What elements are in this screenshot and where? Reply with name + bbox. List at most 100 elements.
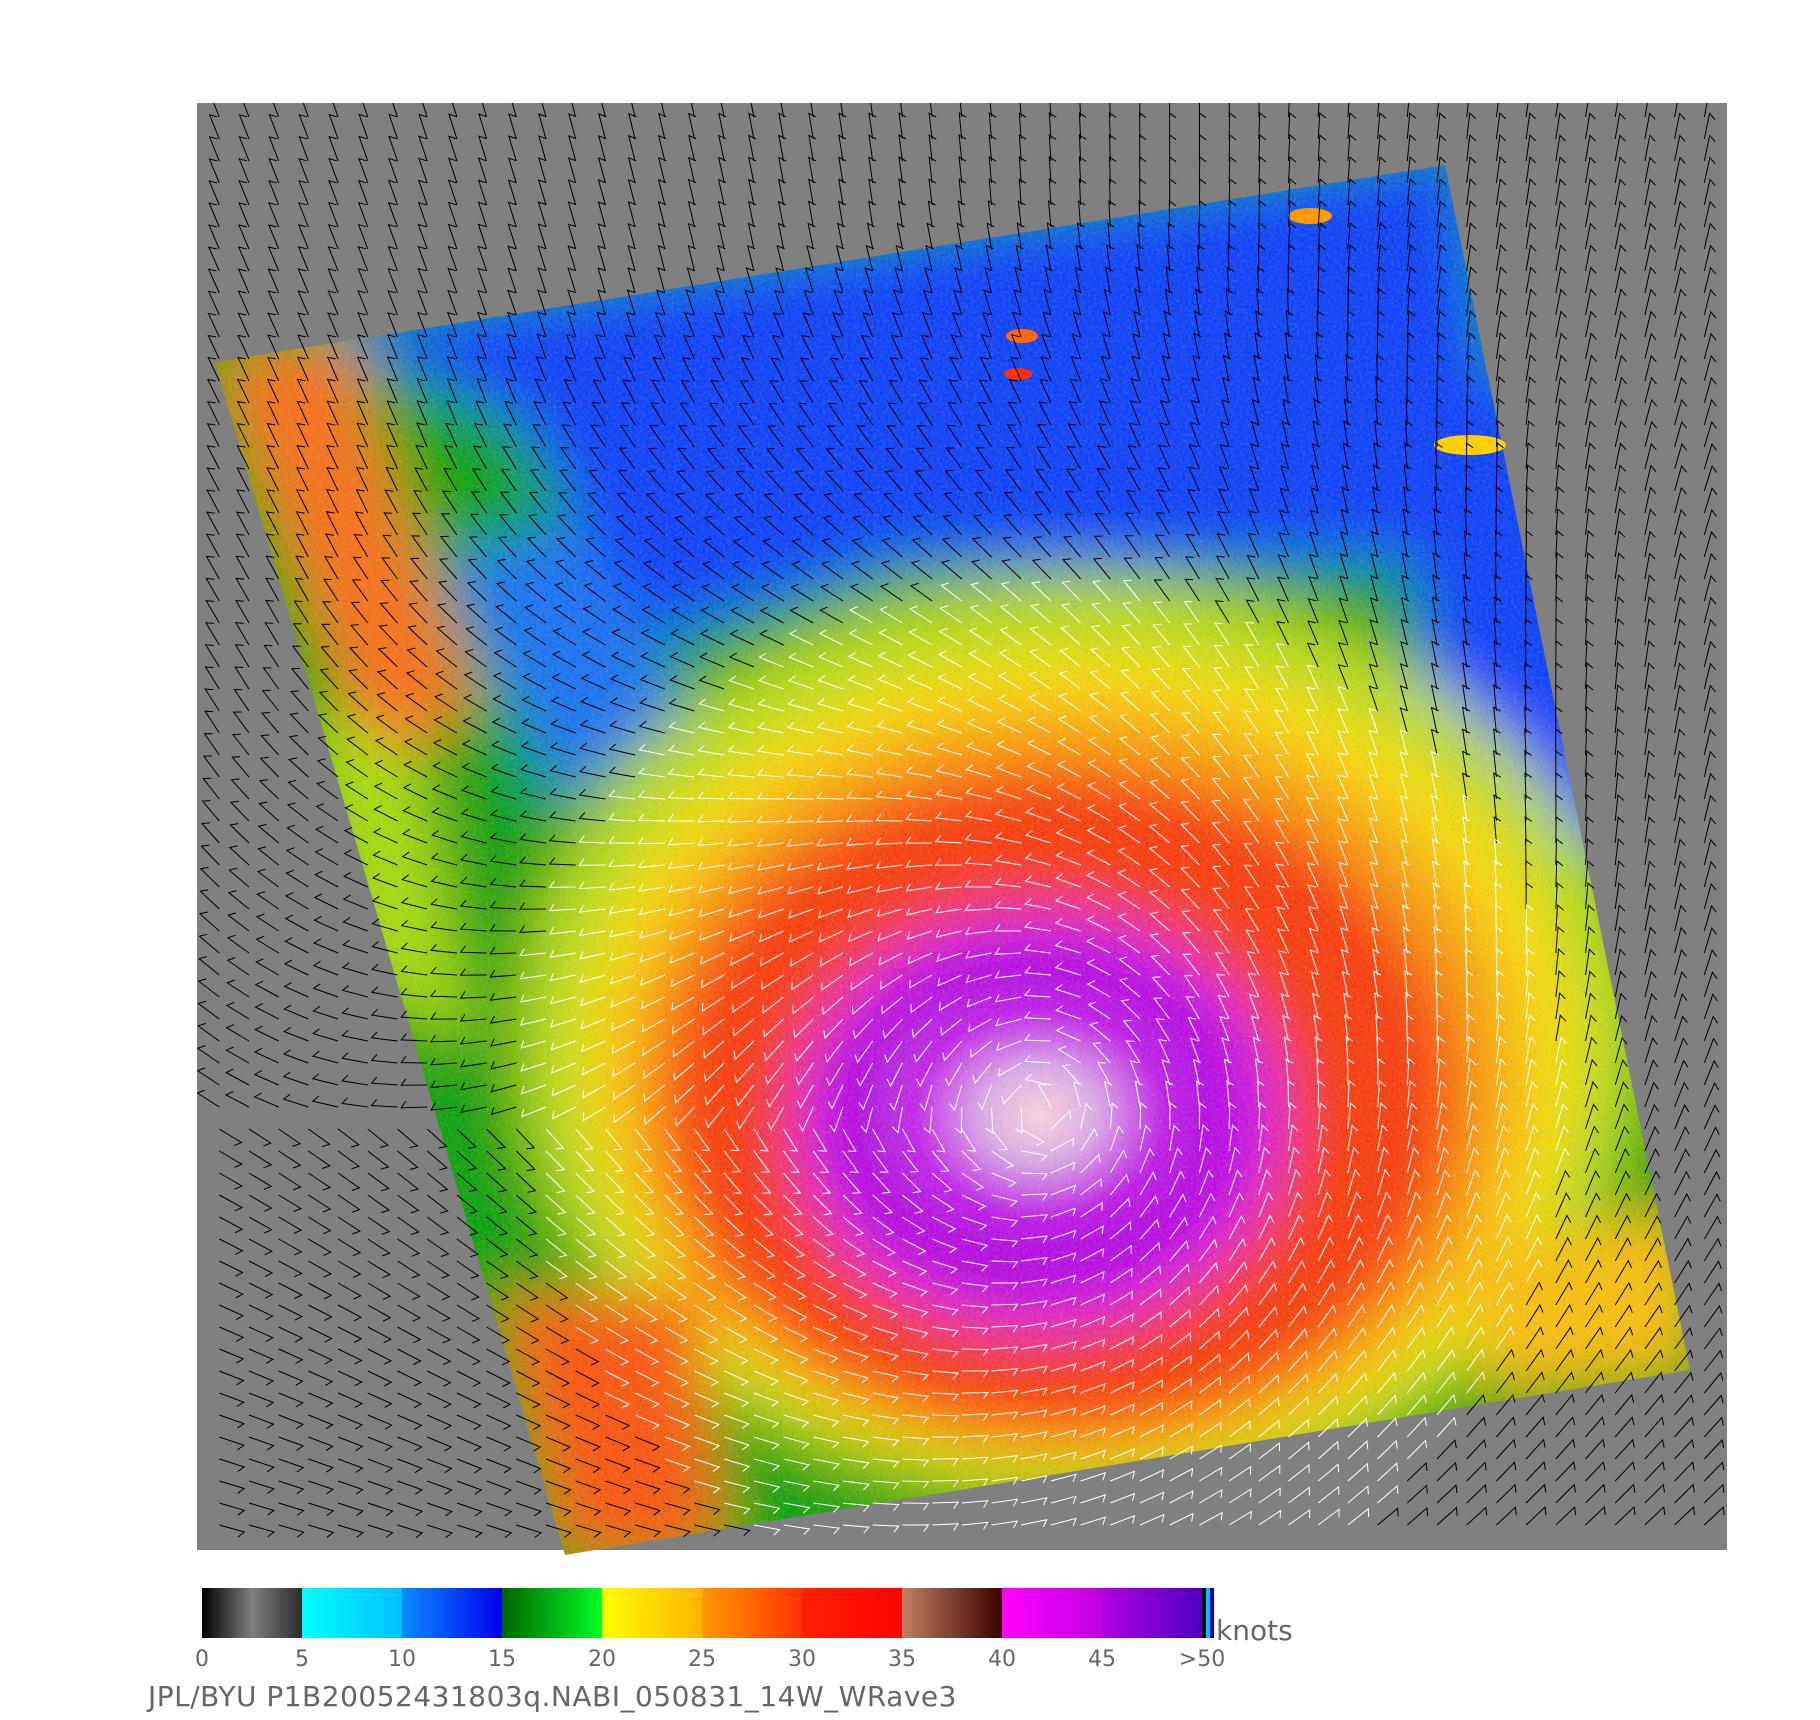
wind-barb — [1139, 1147, 1155, 1174]
wind-barb — [219, 1326, 245, 1342]
wind-barb — [308, 1304, 333, 1321]
wind-barb — [456, 1304, 481, 1323]
wind-barb — [1131, 355, 1141, 382]
wind-barb — [288, 735, 309, 756]
wind-barb — [1436, 288, 1447, 316]
wind-barb — [886, 1062, 903, 1088]
wind-barb — [813, 1524, 841, 1535]
wind-barb — [545, 1150, 566, 1172]
wind-barb — [1069, 378, 1082, 404]
wind-barb — [1734, 1507, 1754, 1525]
wind-barb — [1436, 1236, 1453, 1262]
wind-barb — [1585, 376, 1597, 404]
wind-barb — [1525, 882, 1533, 910]
wind-barb — [447, 223, 458, 250]
wind-barb — [902, 1414, 930, 1424]
wind-barb — [407, 625, 428, 646]
wind-barb — [367, 1502, 394, 1517]
wind-barb — [1585, 1348, 1604, 1372]
wind-barb — [1614, 1281, 1633, 1306]
wind-barb — [426, 1348, 452, 1366]
wind-barb — [397, 1326, 422, 1344]
wind-barb — [1212, 711, 1230, 734]
wind-barb — [670, 606, 695, 624]
wind-barb — [297, 334, 309, 360]
wind-barb — [791, 560, 814, 580]
wind-barb — [1343, 420, 1352, 448]
wind-barb — [1466, 1281, 1484, 1306]
wind-barb — [207, 312, 220, 338]
colorbar-tick-label: 0 — [195, 1647, 209, 1672]
wind-barb — [902, 1480, 930, 1489]
wind-barb — [790, 583, 814, 602]
wind-barb — [664, 1260, 687, 1280]
wind-barb — [664, 1348, 689, 1366]
wind-barb — [694, 1128, 711, 1151]
wind-barb — [278, 1480, 305, 1495]
wind-barb — [1462, 816, 1471, 844]
wind-barb — [426, 1216, 450, 1236]
wind-barb — [1088, 692, 1111, 712]
wind-barb — [296, 400, 309, 426]
wind-barb — [1436, 1258, 1454, 1284]
wind-barb — [1585, 1125, 1600, 1152]
wind-barb — [1674, 1148, 1691, 1174]
wind-barb — [519, 902, 547, 910]
wind-barb — [745, 267, 755, 294]
wind-barb — [700, 974, 725, 989]
wind-barb — [433, 693, 458, 712]
wind-barb — [1217, 510, 1230, 536]
wind-barb — [808, 200, 817, 228]
wind-barb — [1257, 244, 1266, 272]
wind-barb — [1555, 420, 1566, 448]
wind-barb — [337, 1502, 364, 1517]
wind-barb — [456, 1194, 479, 1214]
wind-barb — [1555, 134, 1566, 162]
wind-barb — [791, 538, 814, 558]
wind-barb — [1025, 830, 1052, 844]
wind-barb — [1049, 103, 1052, 118]
wind-barb — [1110, 1313, 1134, 1328]
wind-barb — [1042, 311, 1052, 338]
wind-barb — [1703, 244, 1716, 272]
wind-barb — [1080, 1270, 1105, 1284]
wind-barb — [1703, 1416, 1724, 1438]
wind-barb — [965, 950, 992, 959]
wind-barb — [486, 1370, 511, 1387]
wind-barb — [337, 1414, 364, 1430]
wind-barb — [634, 1172, 654, 1194]
wind-barb — [1555, 112, 1566, 140]
wind-barb — [1495, 464, 1504, 492]
wind-barb — [448, 135, 458, 162]
wind-barb — [1149, 933, 1171, 954]
wind-barb — [381, 557, 398, 580]
wind-barb — [1644, 1148, 1660, 1174]
wind-barb — [1048, 178, 1057, 206]
wind-barb — [932, 1458, 960, 1466]
wind-barb — [1078, 200, 1086, 228]
wind-barb — [1023, 988, 1051, 998]
wind-barb — [248, 1216, 273, 1234]
wind-barb — [872, 1260, 897, 1277]
wind-barb — [417, 201, 428, 228]
wind-barb — [1585, 838, 1594, 866]
wind-barb — [376, 692, 398, 712]
wind-barb — [1377, 1462, 1399, 1482]
wind-barb — [634, 1480, 661, 1495]
wind-barb — [928, 178, 937, 206]
wind-barb — [728, 908, 755, 918]
wind-barb — [553, 604, 576, 624]
wind-barb — [1585, 970, 1596, 998]
wind-barb — [673, 538, 695, 558]
wind-barb — [1308, 927, 1319, 954]
wind-barb — [426, 1150, 448, 1171]
wind-barb — [1734, 906, 1747, 931]
wind-barb — [1347, 222, 1357, 250]
wind-barb — [991, 1368, 1019, 1376]
wind-barb — [991, 1282, 1019, 1290]
wind-barb — [961, 1391, 989, 1400]
wind-barb — [1192, 1058, 1201, 1086]
wind-barb — [966, 996, 992, 1008]
wind-barb — [308, 1238, 332, 1256]
wind-barb — [881, 996, 903, 1015]
